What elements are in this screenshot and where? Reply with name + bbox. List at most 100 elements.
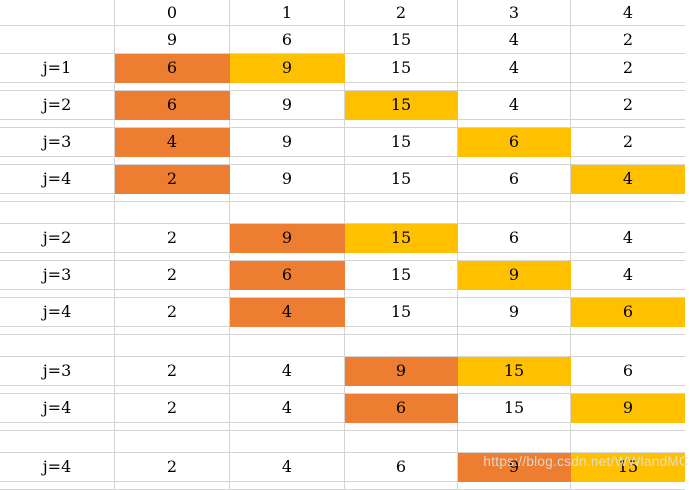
value-cell[interactable]: 4: [458, 91, 571, 120]
value-cell[interactable]: 6: [345, 394, 458, 423]
value-cell[interactable]: 2: [115, 453, 230, 482]
value-cell[interactable]: [230, 202, 345, 224]
value-cell[interactable]: 4: [230, 357, 345, 386]
column-header-cell[interactable]: 3: [458, 0, 571, 26]
column-header-cell[interactable]: 2: [345, 0, 458, 26]
value-cell[interactable]: 6: [458, 224, 571, 253]
value-cell[interactable]: [458, 335, 571, 357]
value-cell[interactable]: 9: [458, 261, 571, 290]
value-cell[interactable]: [571, 335, 685, 357]
value-cell[interactable]: 4: [458, 54, 571, 83]
value-cell[interactable]: 6: [571, 298, 685, 327]
value-cell[interactable]: 15: [345, 26, 458, 54]
value-cell[interactable]: 2: [571, 26, 685, 54]
row-label[interactable]: [0, 335, 115, 357]
row-label[interactable]: j=4: [0, 453, 115, 482]
value-cell[interactable]: [345, 202, 458, 224]
value-cell[interactable]: 9: [230, 165, 345, 194]
row-label[interactable]: j=3: [0, 357, 115, 386]
spacer-cell: [571, 423, 685, 431]
table-row-j=2: j=2 6 9 15 4 2: [0, 91, 685, 120]
value-cell[interactable]: [345, 431, 458, 453]
value-cell[interactable]: 6: [115, 91, 230, 120]
spacer-row: [0, 194, 685, 202]
value-cell[interactable]: 2: [115, 394, 230, 423]
value-cell[interactable]: [230, 335, 345, 357]
row-label[interactable]: j=3: [0, 261, 115, 290]
value-cell[interactable]: 9: [571, 394, 685, 423]
value-cell[interactable]: 6: [345, 453, 458, 482]
value-cell[interactable]: 6: [230, 261, 345, 290]
value-cell[interactable]: 4: [571, 224, 685, 253]
value-cell[interactable]: 4: [571, 165, 685, 194]
value-cell[interactable]: [230, 431, 345, 453]
value-cell[interactable]: 15: [345, 224, 458, 253]
value-cell[interactable]: 6: [230, 26, 345, 54]
value-cell[interactable]: 15: [458, 394, 571, 423]
value-cell[interactable]: [458, 202, 571, 224]
value-cell[interactable]: 6: [458, 128, 571, 157]
row-label[interactable]: [0, 202, 115, 224]
row-label[interactable]: j=2: [0, 91, 115, 120]
value-cell[interactable]: 15: [458, 357, 571, 386]
value-cell[interactable]: 2: [115, 298, 230, 327]
value-cell[interactable]: 15: [345, 165, 458, 194]
column-header-cell[interactable]: 4: [571, 0, 685, 26]
value-cell[interactable]: [571, 431, 685, 453]
value-cell[interactable]: 9: [230, 54, 345, 83]
value-cell[interactable]: 6: [571, 357, 685, 386]
value-cell[interactable]: 2: [571, 54, 685, 83]
row-label[interactable]: [0, 431, 115, 453]
value-cell[interactable]: 15: [345, 91, 458, 120]
value-cell[interactable]: 4: [571, 261, 685, 290]
value-cell[interactable]: 6: [458, 165, 571, 194]
row-label[interactable]: [0, 26, 115, 54]
row-label[interactable]: j=2: [0, 224, 115, 253]
corner-cell[interactable]: [0, 0, 115, 26]
spacer-cell: [458, 253, 571, 261]
value-cell[interactable]: 2: [571, 128, 685, 157]
value-cell[interactable]: 4: [230, 394, 345, 423]
value-cell[interactable]: 15: [345, 261, 458, 290]
value-cell[interactable]: [115, 431, 230, 453]
spacer-cell: [571, 253, 685, 261]
value-cell[interactable]: 15: [571, 453, 685, 482]
value-cell[interactable]: 9: [230, 91, 345, 120]
value-cell[interactable]: 2: [115, 224, 230, 253]
value-cell[interactable]: 4: [115, 128, 230, 157]
value-cell[interactable]: 4: [230, 298, 345, 327]
value-cell[interactable]: [115, 202, 230, 224]
value-cell[interactable]: 4: [230, 453, 345, 482]
value-cell[interactable]: 9: [345, 357, 458, 386]
value-cell[interactable]: [115, 335, 230, 357]
value-cell[interactable]: 2: [571, 91, 685, 120]
column-header-cell[interactable]: 1: [230, 0, 345, 26]
table-row-j=1: j=1 6 9 15 4 2: [0, 54, 685, 83]
row-label[interactable]: j=3: [0, 128, 115, 157]
spacer-cell: [458, 290, 571, 298]
row-label[interactable]: j=4: [0, 165, 115, 194]
row-label[interactable]: j=4: [0, 298, 115, 327]
spacer-row: [0, 482, 685, 490]
row-label[interactable]: j=1: [0, 54, 115, 83]
value-cell[interactable]: 15: [345, 54, 458, 83]
value-cell[interactable]: 2: [115, 165, 230, 194]
value-cell[interactable]: 15: [345, 128, 458, 157]
value-cell[interactable]: 9: [458, 298, 571, 327]
value-cell[interactable]: 9: [115, 26, 230, 54]
value-cell[interactable]: 4: [458, 26, 571, 54]
value-cell[interactable]: 2: [115, 261, 230, 290]
value-cell[interactable]: 2: [115, 357, 230, 386]
value-cell[interactable]: 6: [115, 54, 230, 83]
value-cell[interactable]: 15: [345, 298, 458, 327]
value-cell[interactable]: 9: [230, 224, 345, 253]
spacer-cell: [230, 83, 345, 91]
value-cell[interactable]: [458, 431, 571, 453]
value-cell[interactable]: 9: [458, 453, 571, 482]
value-cell[interactable]: [345, 335, 458, 357]
column-header-cell[interactable]: 0: [115, 0, 230, 26]
value-cell[interactable]: 9: [230, 128, 345, 157]
row-label[interactable]: j=4: [0, 394, 115, 423]
value-cell[interactable]: [571, 202, 685, 224]
